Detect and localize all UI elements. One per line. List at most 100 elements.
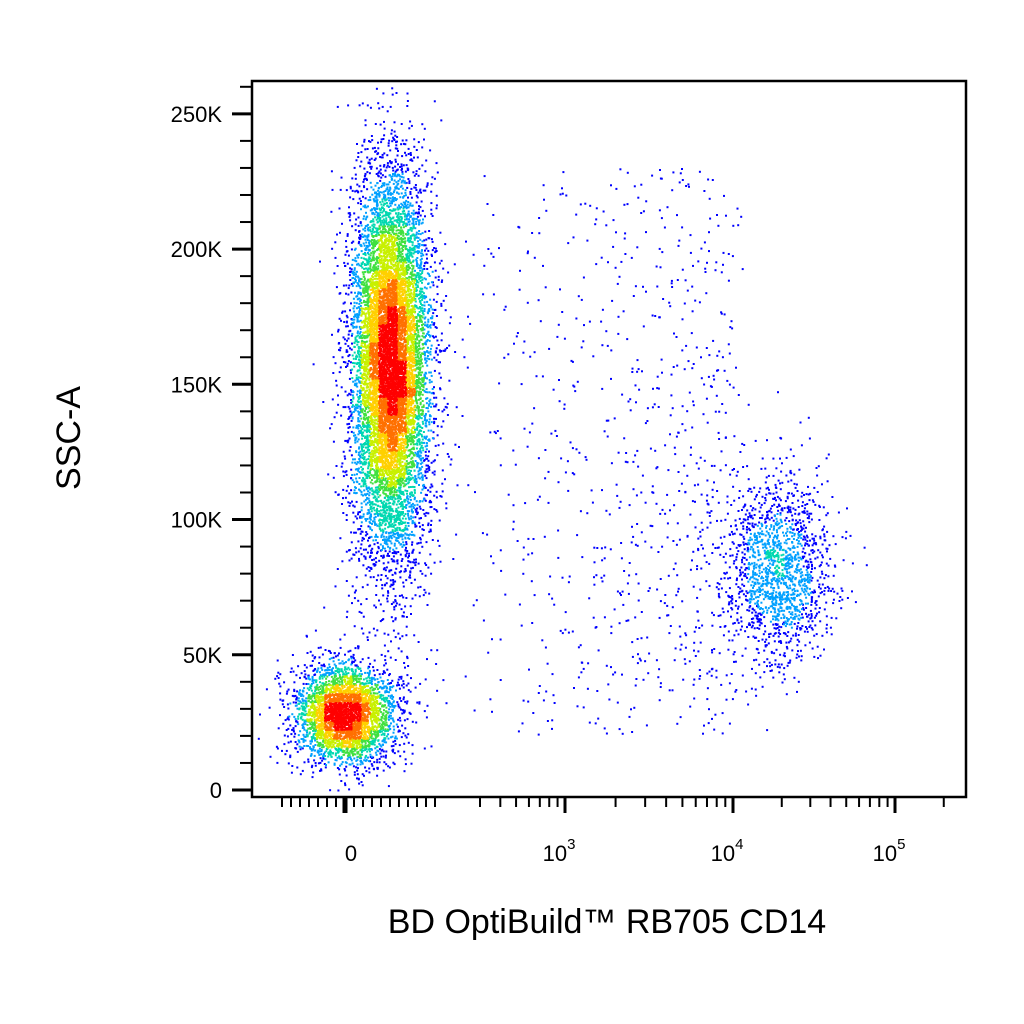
event-dot [369,181,372,184]
event-dot [332,372,335,374]
event-dot [744,542,747,545]
event-dot [393,763,396,766]
event-dot [797,634,800,636]
event-dot [779,598,781,601]
event-dot [390,736,392,739]
event-dot [401,139,404,142]
event-dot [785,591,788,594]
event-dot [730,615,732,618]
event-dot [307,674,310,677]
event-dot [356,773,359,776]
event-dot [423,354,426,357]
event-dot [716,490,719,492]
event-dot [364,498,367,501]
event-dot [710,668,713,671]
event-dot [791,523,794,526]
event-dot [595,218,598,221]
event-dot [358,610,361,613]
event-dot [358,782,361,785]
event-dot [825,457,828,460]
event-dot [363,138,366,141]
event-dot [681,179,684,181]
event-dot [699,535,702,538]
event-dot [640,212,643,214]
event-dot [418,243,421,246]
event-dot [406,495,409,498]
event-dot [370,186,373,189]
event-dot [796,528,799,531]
event-dot [772,577,775,580]
event-dot [580,346,583,349]
event-dot [357,291,360,294]
event-dot [752,598,755,601]
event-dot [749,536,752,539]
event-dot [727,594,730,597]
event-dot [563,407,566,410]
event-dot [783,667,786,670]
event-dot [791,514,794,517]
event-dot [416,455,419,458]
event-dot [782,613,785,616]
event-dot [367,667,370,670]
event-dot [349,185,352,188]
event-dot [294,725,297,728]
event-dot [404,170,407,173]
event-dot [727,648,730,651]
event-dot [277,727,280,730]
event-dot [760,622,763,625]
event-dot [404,554,407,557]
event-dot [802,520,805,523]
event-dot [777,543,780,546]
event-dot [390,717,392,720]
event-dot [377,514,379,517]
event-dot [428,334,430,336]
event-dot [410,533,413,536]
event-dot [813,634,816,637]
event-dot [320,749,323,751]
event-dot [711,496,714,499]
event-dot [435,417,437,420]
event-dot [415,170,418,173]
event-dot [392,138,395,140]
event-dot [487,248,490,250]
event-dot [779,513,782,516]
event-dot [373,213,376,216]
event-dot [398,594,401,597]
event-dot [388,728,391,731]
event-dot [729,533,731,536]
event-dot [764,497,767,499]
event-dot [668,632,671,635]
event-dot [804,530,807,533]
event-dot [365,486,368,489]
event-dot [759,591,761,593]
event-dot [424,278,427,281]
event-dot [656,375,659,378]
event-dot [716,546,719,549]
event-dot [750,595,753,598]
event-dot [299,689,301,692]
event-dot [747,548,749,551]
event-dot [430,649,433,652]
event-dot [790,559,793,562]
event-dot [295,747,298,750]
event-dot [357,292,360,295]
event-dot [772,492,775,495]
event-dot [297,697,300,700]
event-dot [790,603,793,606]
event-dot [392,601,395,604]
event-dot [700,567,703,570]
event-dot [427,522,430,525]
event-dot [356,275,359,278]
event-dot [362,632,365,635]
event-dot [347,439,350,442]
event-dot [296,743,299,746]
event-dot [749,576,752,579]
event-dot [437,361,440,364]
event-dot [326,669,329,672]
event-dot [378,170,381,173]
event-dot [810,613,813,615]
event-dot [794,577,797,579]
event-dot [345,292,347,295]
event-dot [618,622,621,625]
event-dot [654,449,657,452]
